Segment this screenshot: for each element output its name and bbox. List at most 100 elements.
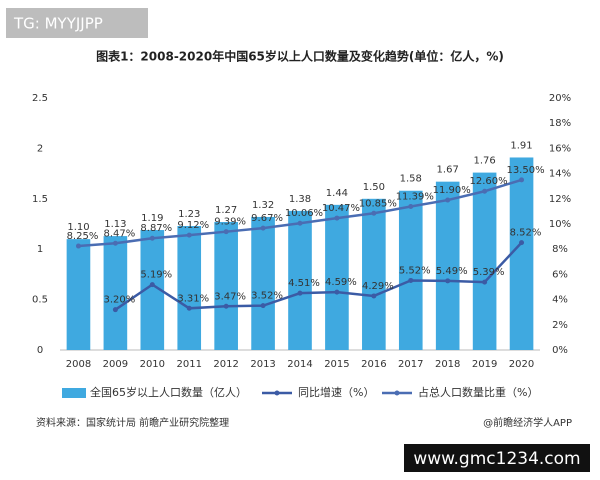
marker <box>445 278 451 284</box>
x-tick-label: 2020 <box>509 359 534 370</box>
marker <box>371 293 377 299</box>
marker <box>223 303 229 309</box>
value-label: 1.32 <box>252 200 274 211</box>
marker <box>482 188 488 194</box>
y-tick-label: 1 <box>37 244 43 255</box>
y-tick-label: 0.5 <box>32 295 48 306</box>
value-label: 8.47% <box>103 228 135 239</box>
bar <box>325 204 349 350</box>
marker <box>112 307 118 313</box>
marker <box>482 279 488 285</box>
value-label: 12.60% <box>470 176 508 187</box>
value-label: 5.52% <box>399 265 431 276</box>
value-label: 3.47% <box>214 291 246 302</box>
x-tick-label: 2009 <box>103 359 128 370</box>
watermark: TG: MYYJJPP <box>13 15 103 33</box>
site-box <box>404 444 590 472</box>
bar <box>398 190 423 350</box>
value-label: 3.20% <box>103 295 135 306</box>
value-label: 1.23 <box>178 209 200 220</box>
marker <box>260 303 266 309</box>
bar <box>103 236 128 350</box>
value-label: 1.50 <box>363 182 385 193</box>
legend-label: 占总人口数量比重（%） <box>418 385 538 399</box>
source: 资料来源：国家统计局 前瞻产业研究院整理 <box>36 416 229 429</box>
x-tick-label: 2019 <box>472 359 497 370</box>
x-tick-label: 2010 <box>140 359 165 370</box>
x-tick-label: 2017 <box>398 359 423 370</box>
y-tick-label: 2 <box>37 143 43 154</box>
bar <box>177 226 202 350</box>
y2-tick-label: 6% <box>552 269 568 280</box>
bar <box>472 172 497 350</box>
marker <box>149 282 155 288</box>
watermark-box <box>6 8 148 38</box>
value-label: 8.52% <box>510 228 542 239</box>
legend-swatch <box>394 390 400 396</box>
x-tick-label: 2014 <box>287 359 312 370</box>
marker <box>223 229 229 235</box>
value-label: 3.31% <box>177 293 209 304</box>
legend-label: 同比增速（%） <box>298 385 374 399</box>
value-label: 1.67 <box>437 165 459 176</box>
y2-tick-label: 20% <box>549 93 571 104</box>
marker <box>445 197 451 203</box>
y-tick-label: 2.5 <box>32 93 48 104</box>
value-label: 1.91 <box>510 140 532 151</box>
marker <box>260 225 266 231</box>
value-label: 4.29% <box>362 281 394 292</box>
value-label: 10.47% <box>322 203 360 214</box>
value-label: 5.39% <box>473 267 505 278</box>
marker <box>519 177 525 183</box>
x-tick-label: 2008 <box>66 359 91 370</box>
value-label: 1.10 <box>67 222 89 233</box>
marker <box>186 305 192 311</box>
site-watermark: www.gmc1234.com <box>413 449 580 469</box>
marker <box>371 210 377 216</box>
x-tick-label: 2016 <box>361 359 386 370</box>
x-tick-label: 2018 <box>435 359 460 370</box>
marker <box>408 277 414 283</box>
value-label: 1.38 <box>289 194 311 205</box>
credit: @前瞻经济学人APP <box>483 416 572 429</box>
legend-swatch <box>274 390 280 396</box>
value-label: 9.39% <box>214 217 246 228</box>
value-label: 5.19% <box>140 270 172 281</box>
y2-tick-label: 0% <box>552 345 568 356</box>
value-label: 9.67% <box>251 213 283 224</box>
value-label: 4.59% <box>325 277 357 288</box>
bar <box>214 221 238 350</box>
y2-tick-label: 2% <box>552 320 568 331</box>
legend-label: 全国65岁以上人口数量（亿人） <box>90 385 247 399</box>
value-label: 1.27 <box>215 205 237 216</box>
x-tick-label: 2015 <box>324 359 349 370</box>
marker <box>297 290 303 296</box>
value-label: 10.85% <box>359 198 397 209</box>
value-label: 1.13 <box>104 219 126 230</box>
y2-tick-label: 10% <box>549 219 571 230</box>
marker <box>519 240 525 246</box>
value-label: 11.90% <box>433 185 471 196</box>
marker <box>186 232 192 238</box>
bar <box>140 230 165 350</box>
y2-tick-label: 18% <box>549 118 571 129</box>
bar <box>288 210 312 350</box>
marker <box>334 215 340 221</box>
line <box>114 241 523 311</box>
value-label: 3.52% <box>251 291 283 302</box>
y2-tick-label: 12% <box>549 194 571 205</box>
bar <box>251 216 275 350</box>
legend-swatch <box>62 388 86 398</box>
y2-tick-label: 4% <box>552 295 568 306</box>
value-label: 8.87% <box>140 223 172 234</box>
bar <box>509 157 534 350</box>
y-tick-label: 0 <box>37 345 43 356</box>
x-tick-label: 2012 <box>213 359 238 370</box>
y2-tick-label: 8% <box>552 244 568 255</box>
value-label: 1.76 <box>473 156 495 167</box>
marker <box>149 235 155 241</box>
value-label: 9.12% <box>177 220 209 231</box>
value-label: 8.25% <box>67 231 99 242</box>
chart-title: 图表1：2008-2020年中国65岁以上人口数量及变化趋势(单位：亿人，%) <box>96 49 504 64</box>
